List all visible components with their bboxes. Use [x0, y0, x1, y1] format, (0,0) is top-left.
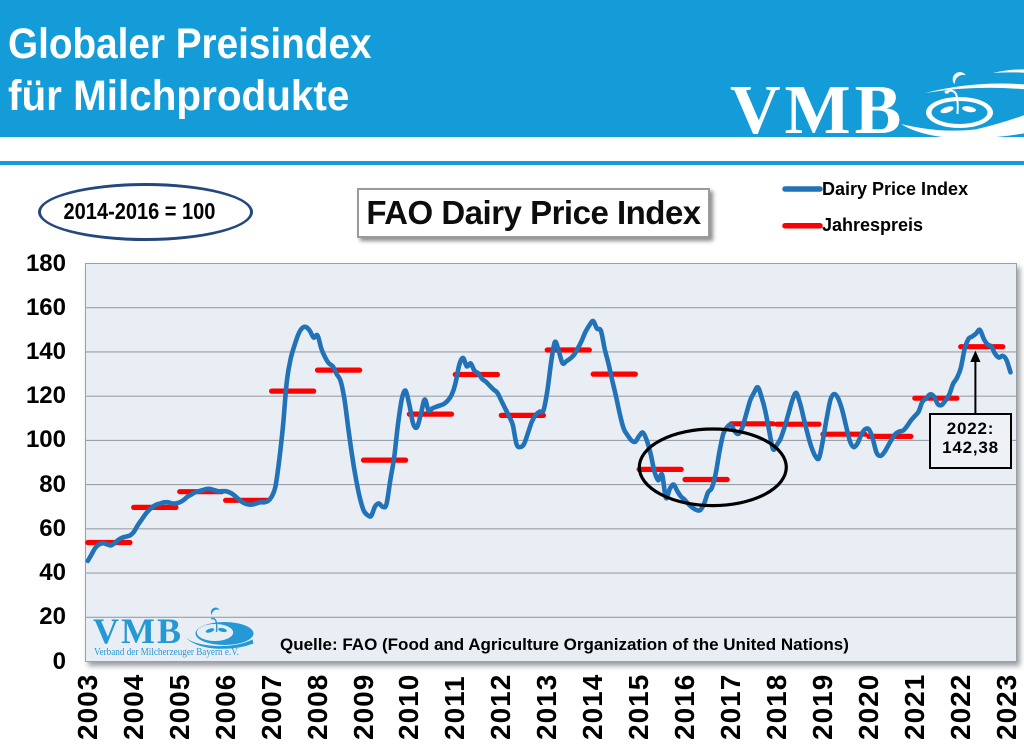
svg-text:VMB: VMB — [93, 611, 183, 651]
svg-text:VMB: VMB — [730, 72, 905, 149]
